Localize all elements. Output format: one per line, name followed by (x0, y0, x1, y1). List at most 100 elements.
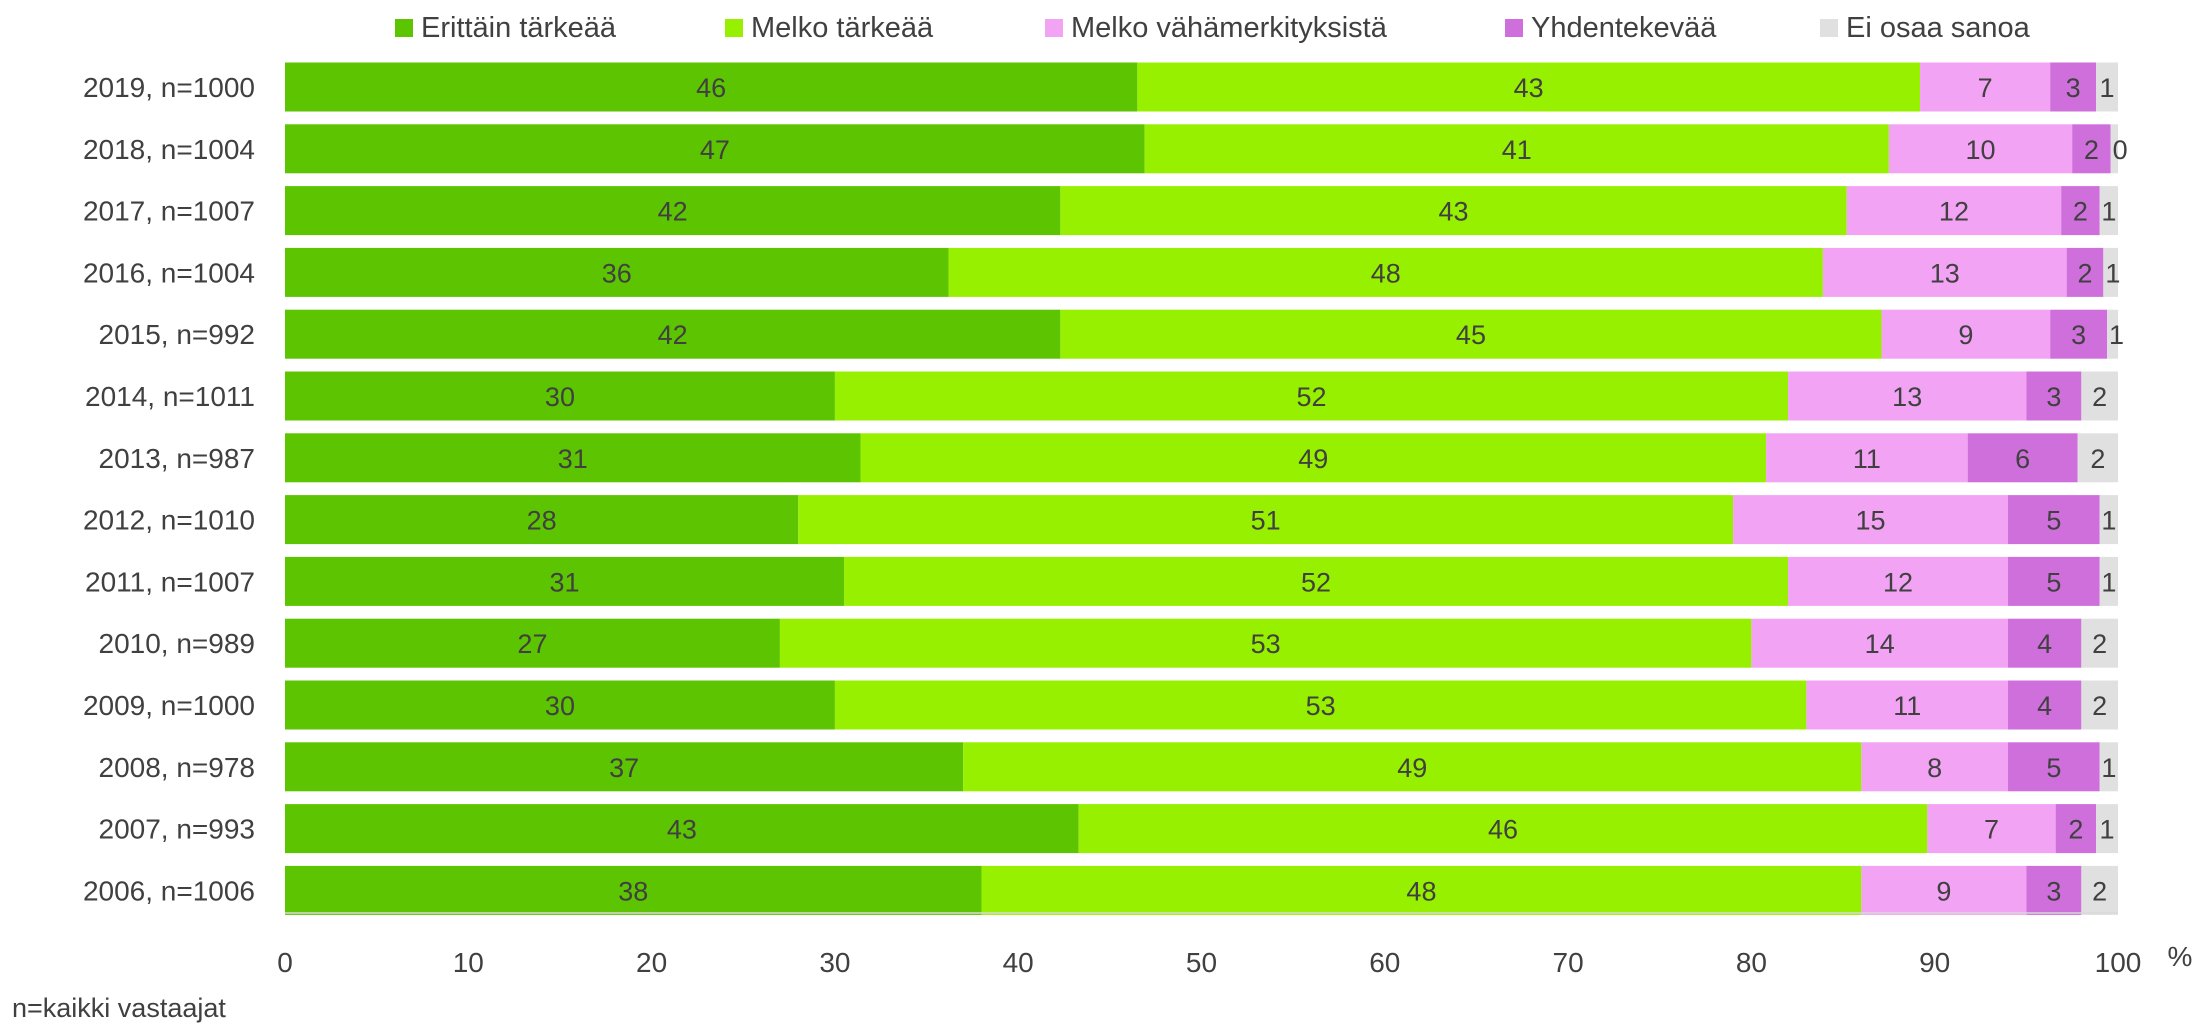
bar-segment (779, 618, 1752, 668)
bar-segment (2050, 309, 2108, 359)
data-label: 1 (2109, 320, 2124, 350)
bar-segment (2081, 680, 2118, 730)
bar-segment (2008, 680, 2082, 730)
bar-segment (1846, 186, 2062, 236)
bar-segment (2096, 804, 2118, 854)
data-label: 2 (2092, 629, 2107, 659)
data-label: 2 (2092, 876, 2107, 906)
data-label: 31 (550, 567, 580, 597)
category-label: 2008, n=978 (99, 752, 256, 783)
data-label: 1 (2099, 815, 2114, 845)
bar-segment (948, 247, 1823, 297)
legend-label: Melko tärkeää (751, 11, 934, 44)
data-label: 8 (1927, 753, 1942, 783)
bar-segment (2099, 186, 2118, 236)
legend-label: Yhdentekevää (1531, 11, 1717, 44)
data-label: 31 (558, 444, 588, 474)
bar-segment (2081, 618, 2118, 668)
data-label: 3 (2046, 876, 2061, 906)
x-tick-label: 60 (1369, 947, 1400, 978)
data-label: 41 (1502, 135, 1532, 165)
data-label: 46 (1488, 815, 1518, 845)
data-label: 49 (1397, 753, 1427, 783)
data-label: 10 (1966, 135, 1996, 165)
data-label: 38 (618, 876, 648, 906)
bar-segment (1144, 124, 1889, 174)
data-label: 52 (1301, 567, 1331, 597)
data-label: 49 (1298, 444, 1328, 474)
data-label: 3 (2071, 320, 2086, 350)
bar-segment (1060, 309, 1882, 359)
data-label: 6 (2015, 444, 2030, 474)
x-axis-unit-label: % (2168, 941, 2193, 972)
bar-segment (2099, 556, 2118, 606)
data-label: 2 (2073, 197, 2088, 227)
data-label: 2 (2090, 444, 2105, 474)
data-label: 1 (2101, 197, 2116, 227)
data-label: 2 (2084, 135, 2099, 165)
bar-segment (2096, 62, 2118, 112)
bar-segment (1888, 124, 2073, 174)
data-label: 52 (1296, 382, 1326, 412)
data-label: 15 (1856, 506, 1886, 536)
x-tick-label: 40 (1003, 947, 1034, 978)
bar-segment (2050, 62, 2097, 112)
bar-segment (2026, 865, 2082, 915)
bar-segment (2008, 495, 2100, 545)
bar-segment (285, 804, 1079, 854)
data-label: 51 (1251, 506, 1281, 536)
footnote: n=kaikki vastaajat (12, 993, 226, 1023)
bar-segment (981, 865, 1862, 915)
category-label: 2007, n=993 (99, 814, 256, 845)
data-label: 27 (517, 629, 547, 659)
data-label: 3 (2046, 382, 2061, 412)
data-label: 9 (1936, 876, 1951, 906)
legend-item: Ei osaa sanoa (1820, 8, 2030, 48)
category-label: 2006, n=1006 (83, 875, 255, 906)
category-label: 2012, n=1010 (83, 505, 255, 536)
data-label: 30 (545, 382, 575, 412)
data-label: 4 (2037, 691, 2052, 721)
legend-item: Erittäin tärkeää (395, 8, 616, 48)
bar-segment (285, 62, 1138, 112)
data-label: 5 (2046, 753, 2061, 783)
x-tick-label: 80 (1736, 947, 1767, 978)
data-label: 2 (2068, 815, 2083, 845)
legend-swatch (1820, 19, 1838, 37)
legend-swatch (1045, 19, 1063, 37)
data-label: 46 (696, 73, 726, 103)
bar-segment (2066, 247, 2104, 297)
bar-segment (2008, 618, 2082, 668)
bar-segment (285, 618, 780, 668)
bar-segment (285, 865, 982, 915)
legend-label: Erittäin tärkeää (421, 11, 617, 44)
x-tick-label: 10 (453, 947, 484, 978)
legend-label: Melko vähämerkityksistä (1071, 11, 1387, 44)
legend-label: Ei osaa sanoa (1846, 11, 2030, 44)
category-label: 2014, n=1011 (85, 381, 255, 412)
category-label: 2010, n=989 (99, 628, 256, 659)
bar-segment (834, 680, 1807, 730)
data-label: 11 (1893, 691, 1921, 721)
x-tick-label: 0 (277, 947, 293, 978)
data-label: 12 (1939, 197, 1969, 227)
data-label: 13 (1892, 382, 1922, 412)
bar-segment (2107, 309, 2118, 359)
bar-segment (1967, 433, 2078, 483)
data-label: 1 (2101, 567, 2116, 597)
data-label: 43 (1439, 197, 1469, 227)
x-tick-label: 20 (636, 947, 667, 978)
bar-segment (1920, 62, 2051, 112)
data-label: 43 (1514, 73, 1544, 103)
legend-item: Melko vähämerkityksistä (1045, 8, 1387, 48)
data-label: 42 (658, 320, 688, 350)
bar-segment (798, 495, 1734, 545)
bar-segment (2077, 433, 2118, 483)
data-label: 45 (1456, 320, 1486, 350)
bar-segment (860, 433, 1767, 483)
bar-segment (2099, 742, 2118, 792)
bar-segment (285, 495, 799, 545)
category-label: 2015, n=992 (99, 319, 256, 350)
bar-segment (1060, 186, 1847, 236)
bar-segment (1788, 556, 2009, 606)
